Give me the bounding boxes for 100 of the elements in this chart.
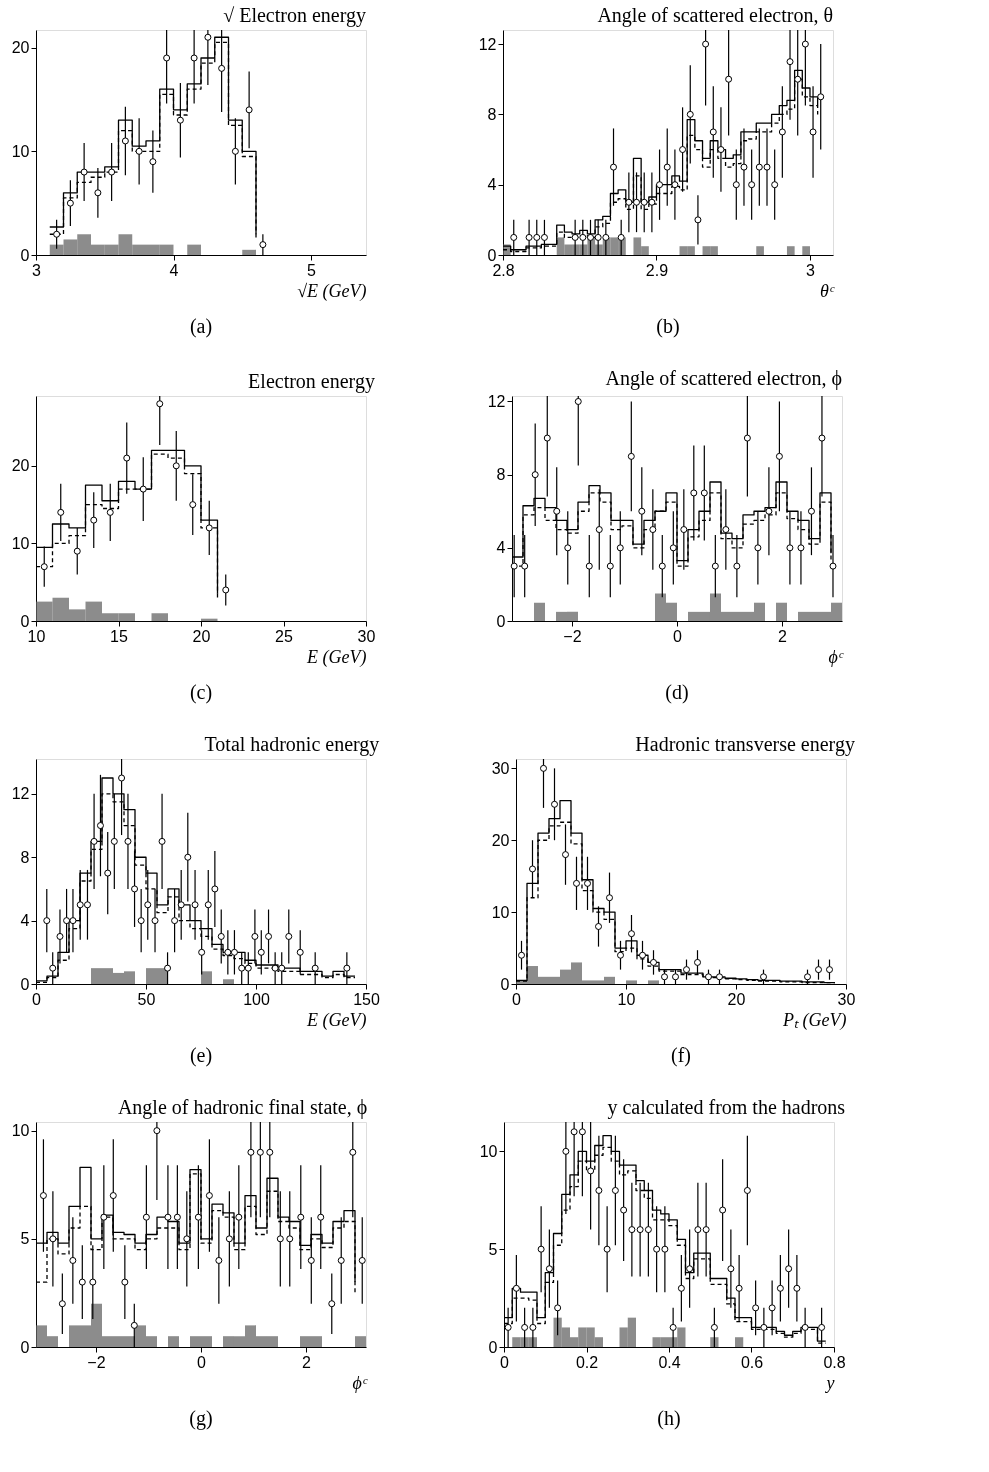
point: [106, 508, 114, 516]
point: [510, 233, 518, 241]
point: [156, 400, 164, 408]
point: [43, 917, 51, 925]
x-axis-title: √E (GeV): [297, 280, 367, 302]
point: [801, 1323, 809, 1331]
point: [775, 452, 783, 460]
point: [562, 851, 569, 859]
x-tick-label: 0: [512, 990, 522, 1008]
point: [521, 1323, 529, 1331]
point: [748, 181, 756, 189]
point: [616, 544, 624, 552]
point: [49, 964, 57, 972]
x-tick-label: 4: [169, 261, 179, 279]
point: [829, 562, 837, 570]
point: [123, 454, 131, 462]
point: [198, 948, 206, 956]
y-tick-label: 4: [496, 539, 506, 557]
point: [807, 507, 815, 515]
x-tick-label: 20: [727, 990, 746, 1008]
point: [648, 198, 656, 206]
x-tick-label: 0: [32, 990, 42, 1008]
point: [231, 147, 239, 155]
point: [680, 526, 688, 534]
point: [251, 932, 259, 940]
point: [245, 106, 253, 114]
point: [702, 40, 710, 48]
point: [151, 917, 159, 925]
point: [189, 501, 197, 509]
point: [740, 163, 748, 171]
point: [521, 562, 529, 570]
x-tick-label: 2.8: [492, 261, 515, 279]
point: [584, 879, 591, 887]
point: [733, 562, 741, 570]
x-tick-label: 0.8: [823, 1353, 846, 1371]
point: [702, 1226, 710, 1234]
point: [109, 1192, 117, 1200]
y-tick-label: 0: [488, 1338, 498, 1356]
x-axis-title: E (GeV): [306, 646, 367, 668]
x-axis-title: y: [824, 1372, 835, 1393]
point: [63, 917, 71, 925]
point: [776, 1284, 784, 1292]
point: [672, 973, 679, 981]
point: [328, 1300, 336, 1308]
point: [545, 1265, 553, 1273]
y-tick-label: 5: [20, 1230, 30, 1248]
point: [628, 1226, 636, 1234]
point: [504, 1323, 512, 1331]
point: [529, 865, 536, 873]
point: [69, 1256, 77, 1264]
point: [118, 774, 126, 782]
y-tick-label: 10: [479, 1142, 498, 1160]
point: [135, 147, 143, 155]
point: [686, 1265, 694, 1273]
point: [194, 1213, 202, 1221]
point: [671, 181, 679, 189]
point: [801, 40, 809, 48]
point: [649, 526, 657, 534]
point: [763, 163, 771, 171]
point: [205, 1192, 213, 1200]
point: [158, 837, 166, 845]
point: [553, 507, 561, 515]
point: [40, 563, 48, 571]
point: [639, 951, 646, 959]
point: [562, 1147, 570, 1155]
point: [110, 837, 118, 845]
point: [285, 932, 293, 940]
point: [53, 230, 61, 238]
point: [343, 964, 351, 972]
point: [732, 181, 740, 189]
point: [349, 1148, 357, 1156]
point: [717, 146, 725, 154]
point: [595, 1186, 603, 1194]
point: [694, 958, 701, 966]
point: [529, 1323, 537, 1331]
x-tick-label: 0.4: [658, 1353, 681, 1371]
point: [551, 800, 558, 808]
point: [164, 1213, 172, 1221]
point: [625, 198, 633, 206]
x-tick-label: 0: [673, 627, 683, 645]
point: [594, 233, 602, 241]
text: (e): [189, 1044, 213, 1067]
point: [573, 879, 580, 887]
text: (b): [656, 315, 680, 338]
y-tick-label: 20: [491, 831, 510, 849]
point: [543, 434, 551, 442]
point: [617, 951, 624, 959]
point: [533, 233, 541, 241]
point: [257, 948, 265, 956]
point: [137, 917, 145, 925]
point: [525, 233, 533, 241]
point: [90, 837, 98, 845]
point: [96, 822, 104, 830]
point: [296, 948, 304, 956]
y-tick-label: 0: [500, 975, 510, 993]
point: [69, 917, 77, 925]
point: [149, 158, 157, 166]
point: [183, 1235, 191, 1243]
point: [94, 189, 102, 197]
x-tick-label: 20: [192, 627, 211, 645]
